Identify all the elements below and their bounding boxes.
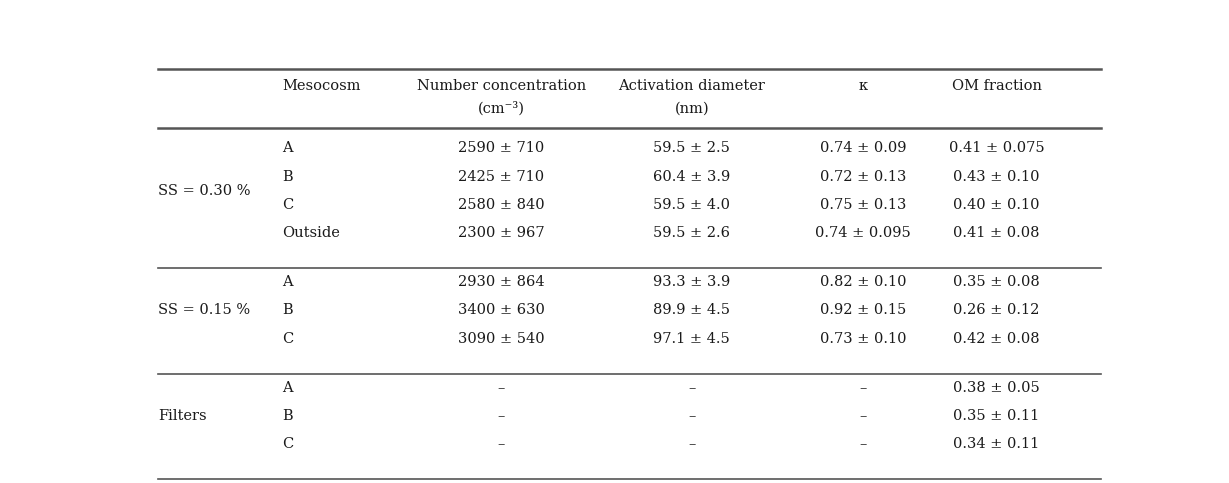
Text: –: –	[859, 409, 866, 423]
Text: Mesocosm: Mesocosm	[283, 79, 360, 93]
Text: C: C	[283, 332, 294, 346]
Text: 0.35 ± 0.11: 0.35 ± 0.11	[954, 409, 1040, 423]
Text: 2930 ± 864: 2930 ± 864	[458, 275, 544, 289]
Text: SS = 0.15 %: SS = 0.15 %	[159, 303, 251, 317]
Text: SS = 0.30 %: SS = 0.30 %	[159, 184, 251, 198]
Text: 0.75 ± 0.13: 0.75 ± 0.13	[820, 198, 907, 212]
Text: –: –	[859, 381, 866, 395]
Text: 0.82 ± 0.10: 0.82 ± 0.10	[820, 275, 907, 289]
Text: 0.74 ± 0.09: 0.74 ± 0.09	[820, 142, 907, 156]
Text: B: B	[283, 170, 293, 184]
Text: –: –	[498, 409, 505, 423]
Text: 0.92 ± 0.15: 0.92 ± 0.15	[820, 303, 906, 317]
Text: Outside: Outside	[283, 226, 340, 240]
Text: Number concentration: Number concentration	[417, 79, 586, 93]
Text: 0.35 ± 0.08: 0.35 ± 0.08	[954, 275, 1040, 289]
Text: 89.9 ± 4.5: 89.9 ± 4.5	[654, 303, 730, 317]
Text: 0.40 ± 0.10: 0.40 ± 0.10	[954, 198, 1040, 212]
Text: C: C	[283, 438, 294, 452]
Text: κ: κ	[859, 79, 868, 93]
Text: 2300 ± 967: 2300 ± 967	[458, 226, 544, 240]
Text: A: A	[283, 275, 293, 289]
Text: 0.38 ± 0.05: 0.38 ± 0.05	[954, 381, 1040, 395]
Text: 97.1 ± 4.5: 97.1 ± 4.5	[654, 332, 730, 346]
Text: A: A	[283, 142, 293, 156]
Text: 3090 ± 540: 3090 ± 540	[458, 332, 544, 346]
Text: –: –	[688, 409, 696, 423]
Text: (nm): (nm)	[675, 101, 709, 115]
Text: (cm⁻³): (cm⁻³)	[478, 101, 525, 115]
Text: B: B	[283, 303, 293, 317]
Text: 59.5 ± 4.0: 59.5 ± 4.0	[654, 198, 730, 212]
Text: B: B	[283, 409, 293, 423]
Text: 0.41 ± 0.075: 0.41 ± 0.075	[949, 142, 1045, 156]
Text: 2425 ± 710: 2425 ± 710	[458, 170, 544, 184]
Text: Filters: Filters	[159, 409, 206, 423]
Text: –: –	[859, 438, 866, 452]
Text: 2590 ± 710: 2590 ± 710	[458, 142, 544, 156]
Text: 0.41 ± 0.08: 0.41 ± 0.08	[954, 226, 1040, 240]
Text: –: –	[688, 438, 696, 452]
Text: A: A	[283, 381, 293, 395]
Text: –: –	[688, 381, 696, 395]
Text: 59.5 ± 2.5: 59.5 ± 2.5	[654, 142, 730, 156]
Text: 60.4 ± 3.9: 60.4 ± 3.9	[653, 170, 730, 184]
Text: 93.3 ± 3.9: 93.3 ± 3.9	[653, 275, 730, 289]
Text: 0.42 ± 0.08: 0.42 ± 0.08	[954, 332, 1040, 346]
Text: 0.74 ± 0.095: 0.74 ± 0.095	[815, 226, 911, 240]
Text: 0.43 ± 0.10: 0.43 ± 0.10	[954, 170, 1040, 184]
Text: 0.34 ± 0.11: 0.34 ± 0.11	[954, 438, 1040, 452]
Text: Activation diameter: Activation diameter	[618, 79, 766, 93]
Text: 59.5 ± 2.6: 59.5 ± 2.6	[654, 226, 730, 240]
Text: 0.73 ± 0.10: 0.73 ± 0.10	[820, 332, 907, 346]
Text: 0.72 ± 0.13: 0.72 ± 0.13	[820, 170, 907, 184]
Text: 3400 ± 630: 3400 ± 630	[458, 303, 544, 317]
Text: 0.26 ± 0.12: 0.26 ± 0.12	[954, 303, 1040, 317]
Text: OM fraction: OM fraction	[951, 79, 1041, 93]
Text: C: C	[283, 198, 294, 212]
Text: 2580 ± 840: 2580 ± 840	[458, 198, 544, 212]
Text: –: –	[498, 381, 505, 395]
Text: –: –	[498, 438, 505, 452]
